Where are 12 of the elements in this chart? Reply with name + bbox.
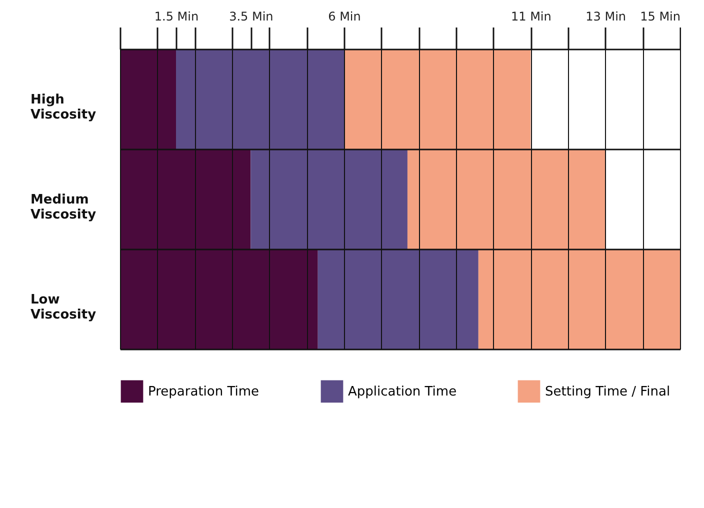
x-tick-label: 1.5 Min xyxy=(154,10,199,24)
x-tick-label: 13 Min xyxy=(586,10,626,24)
legend-label: Preparation Time xyxy=(148,384,260,400)
x-tick-label: 3.5 Min xyxy=(229,10,274,24)
y-tick-label: Low Viscosity xyxy=(30,292,97,322)
legend-label: Application Time xyxy=(348,384,457,400)
x-tick-label: 11 Min xyxy=(510,10,552,24)
y-tick-label: High Viscosity xyxy=(30,92,97,122)
x-tick-label: 6 Min xyxy=(328,10,361,24)
y-tick-label: Medium Viscosity xyxy=(30,192,97,222)
x-tick-label: 15 Min xyxy=(640,10,680,24)
legend-label: Setting Time / Final xyxy=(545,384,670,400)
